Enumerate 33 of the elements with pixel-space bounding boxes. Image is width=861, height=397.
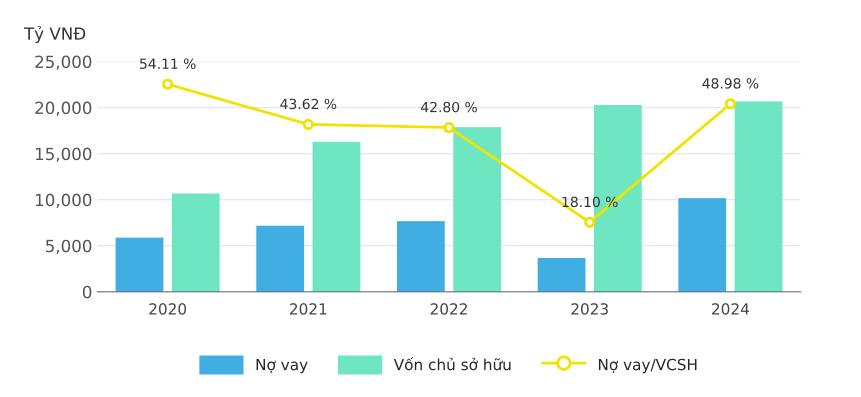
point [302, 118, 314, 130]
bar [678, 198, 726, 292]
y-tick-label: 25,000 [35, 55, 92, 70]
data-label: 48.98 % [702, 78, 758, 89]
legend-label: Vốn chủ sở hữu [394, 357, 510, 370]
bar [396, 221, 445, 292]
legend-label: Nợ vay [256, 358, 308, 374]
bar [538, 258, 586, 292]
data-label: 43.62 % [280, 98, 336, 110]
x-tick-label: 2024 [712, 303, 749, 315]
x-tick-label: 2020 [149, 303, 186, 315]
bar [312, 142, 360, 292]
x-tick-label: 2022 [430, 303, 467, 315]
y-tick-label: 20,000 [35, 102, 92, 116]
bar [116, 238, 164, 292]
bar [453, 127, 502, 292]
bar [734, 101, 782, 292]
x-tick-label: 2021 [290, 303, 326, 315]
point [162, 78, 174, 90]
y-tick-label: 0 [82, 286, 92, 298]
y-tick-label: 15,000 [36, 148, 92, 162]
point [584, 216, 596, 228]
legend-label: Nợ vay/VCSH [598, 358, 696, 374]
data-label: 54.11 % [140, 58, 196, 69]
y-tick-label: 5,000 [46, 240, 92, 254]
data-label: 42.80 % [421, 102, 477, 112]
y-tick-label: 10,000 [36, 194, 92, 208]
bar [256, 226, 304, 292]
point [443, 122, 455, 134]
point [724, 98, 736, 110]
bar [172, 193, 220, 292]
y-axis-title: Tỷ VNĐ [24, 26, 86, 44]
x-tick-label: 2023 [571, 303, 608, 315]
